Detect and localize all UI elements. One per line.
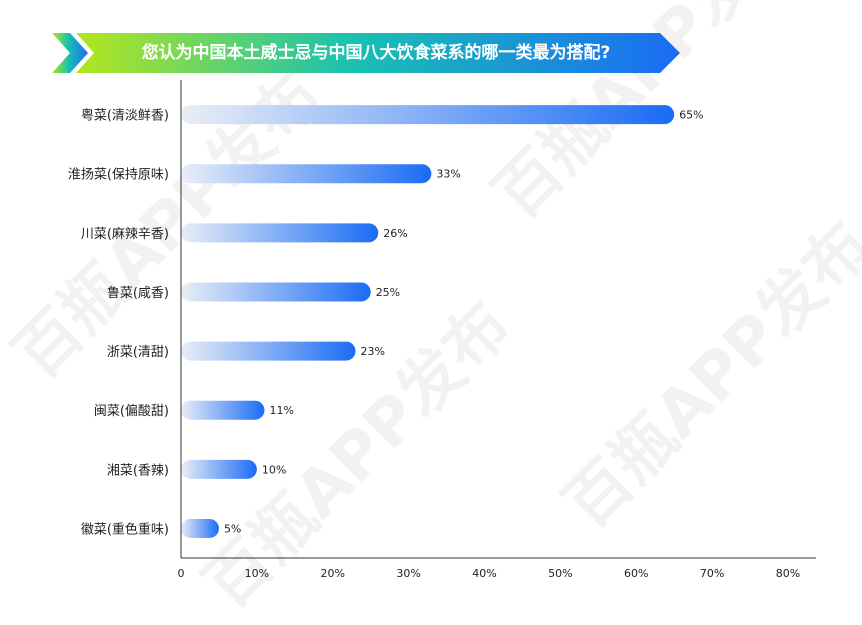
bar <box>181 518 219 538</box>
bar <box>181 400 265 420</box>
x-tick-label: 10% <box>245 567 269 580</box>
x-tick-label: 40% <box>472 567 496 580</box>
category-label: 闽菜(偏酸甜) <box>94 403 169 419</box>
x-tick-label: 60% <box>624 567 648 580</box>
banner-shape <box>52 33 680 73</box>
bar <box>181 164 432 184</box>
category-label: 淮扬菜(保持原味) <box>68 168 169 183</box>
x-tick-label: 70% <box>700 567 724 580</box>
data-label: 65% <box>679 109 703 122</box>
x-tick-label: 50% <box>548 567 572 580</box>
chart-title-banner: 您认为中国本土威士忌与中国八大饮食菜系的哪一类最为搭配? <box>52 33 680 73</box>
data-label: 33% <box>436 168 460 181</box>
bar <box>181 341 356 361</box>
x-tick-label: 30% <box>396 567 420 580</box>
category-label: 浙菜(清甜) <box>107 344 169 360</box>
bar <box>181 105 675 125</box>
category-label: 粤菜(清淡鲜香) <box>81 108 169 124</box>
data-label: 25% <box>376 286 400 299</box>
data-label: 10% <box>262 463 286 476</box>
banner-arrow-body <box>76 33 680 73</box>
chart-title: 您认为中国本土威士忌与中国八大饮食菜系的哪一类最为搭配? <box>141 43 611 63</box>
banner-arrow-tail <box>52 33 88 73</box>
data-label: 23% <box>361 345 385 358</box>
bar <box>181 223 379 243</box>
data-label: 11% <box>269 404 293 417</box>
category-label: 川菜(麻辣辛香) <box>81 227 169 242</box>
category-label: 鲁菜(咸香) <box>107 286 169 301</box>
x-tick-label: 0 <box>178 567 185 580</box>
data-label: 26% <box>383 227 407 240</box>
x-tick-label: 80% <box>776 567 800 580</box>
x-tick-label: 20% <box>321 567 345 580</box>
category-label: 徽菜(重色重味) <box>81 521 169 537</box>
category-label: 湘菜(香辣) <box>107 463 169 478</box>
bar <box>181 282 371 302</box>
bar <box>181 459 257 479</box>
data-label: 5% <box>224 522 241 535</box>
